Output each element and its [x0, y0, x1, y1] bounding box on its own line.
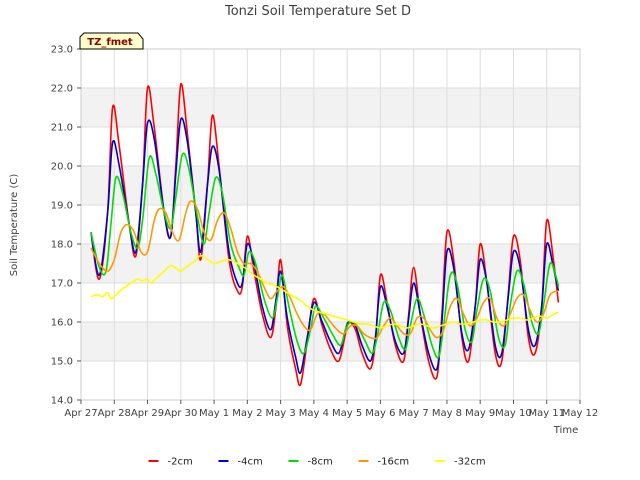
legend-label: -8cm [308, 457, 333, 468]
x-tick-label: May 2 [232, 408, 262, 419]
x-tick-label: May 3 [265, 408, 295, 419]
x-tick-label: Apr 30 [164, 408, 197, 419]
x-tick-label: May 4 [299, 408, 329, 419]
y-tick-label: 19.0 [51, 201, 73, 212]
legend-label: -32cm [454, 457, 486, 468]
badge-label: TZ_fmet [87, 37, 133, 48]
y-axis-label: Soil Temperature (C) [9, 174, 20, 277]
y-tick-label: 21.0 [51, 123, 73, 134]
y-tick-label: 18.0 [51, 240, 73, 251]
x-axis-label: Time [553, 425, 578, 436]
y-tick-label: 23.0 [51, 45, 73, 56]
x-tick-label: Apr 27 [64, 408, 97, 419]
legend-label: -4cm [238, 457, 263, 468]
x-tick-label: May 10 [495, 408, 532, 419]
series-layer [90, 83, 560, 387]
x-tick-label: May 5 [332, 408, 362, 419]
x-tick-label: Apr 28 [98, 408, 131, 419]
series-line-32cmcm [90, 254, 559, 329]
legend-label: -2cm [168, 457, 193, 468]
x-tick-label: May 8 [432, 408, 462, 419]
x-tick-label: May 1 [199, 408, 229, 419]
y-tick-label: 16.0 [51, 318, 73, 329]
y-tick-label: 17.0 [51, 279, 73, 290]
background-band [81, 88, 580, 127]
y-tick-label: 20.0 [51, 162, 73, 173]
legend-label: -16cm [378, 457, 410, 468]
series-line-16cmcm [90, 200, 559, 340]
y-tick-label: 14.0 [51, 396, 73, 407]
plot-frame [80, 48, 581, 401]
x-tick-label: May 7 [399, 408, 429, 419]
x-tick-label: May 11 [528, 408, 565, 419]
y-tick-label: 22.0 [51, 84, 73, 95]
x-tick-label: May 12 [562, 408, 599, 419]
y-tick-label: 15.0 [51, 357, 73, 368]
x-tick-label: May 9 [465, 408, 495, 419]
background-band [81, 244, 580, 283]
x-tick-label: May 6 [365, 408, 395, 419]
x-tick-label: Apr 29 [131, 408, 164, 419]
badge: TZ_fmet [79, 32, 144, 50]
legend: -2cm -4cm -8cm -16cm -32cm [148, 457, 486, 468]
chart-title: Tonzi Soil Temperature Set D [224, 4, 411, 19]
x-axis-ticks: Apr 27 Apr 28 Apr 29 Apr 30 May 1 May 2 May 3 M… [64, 400, 598, 419]
y-axis-ticks: 14.0 15.0 16.0 17.0 18.0 19.0 20.0 21.0 22.0 23.0 [51, 45, 81, 407]
background-band [81, 166, 580, 205]
series-line-4cmcm [90, 117, 560, 375]
